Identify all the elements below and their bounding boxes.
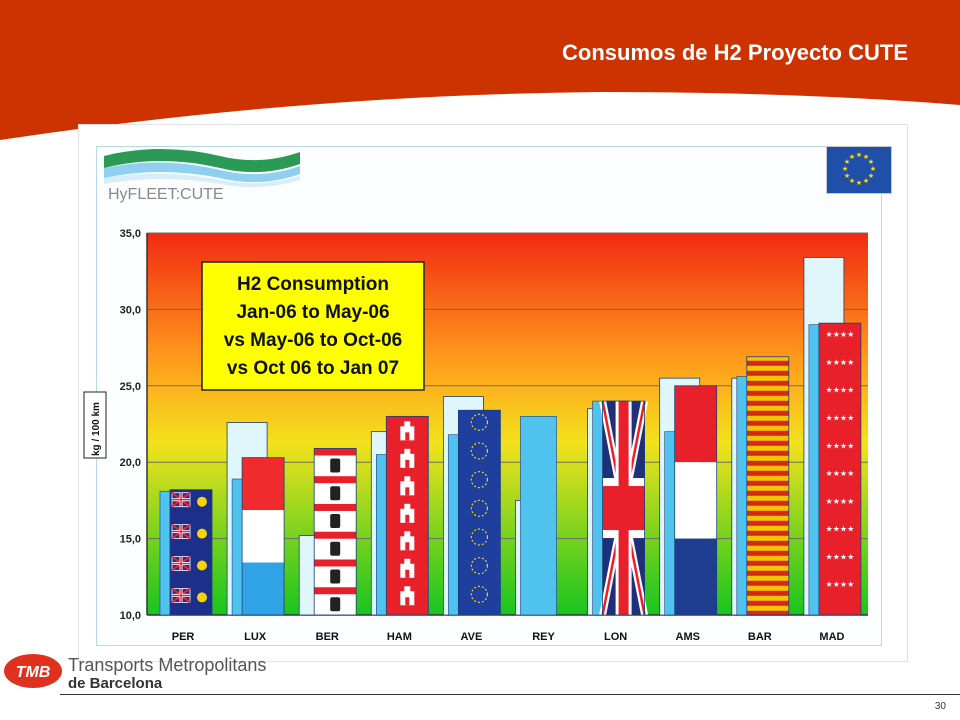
svg-text:★★★★: ★★★★ bbox=[826, 497, 855, 506]
svg-text:★★★★: ★★★★ bbox=[826, 552, 855, 561]
x-tick-label: AMS bbox=[676, 631, 700, 643]
bar-rey-s2 bbox=[520, 416, 557, 616]
svg-text:★★★★: ★★★★ bbox=[826, 580, 855, 589]
svg-text:★★★★: ★★★★ bbox=[826, 441, 855, 450]
svg-text:★: ★ bbox=[868, 172, 874, 180]
legend-line: Jan-06 to May-06 bbox=[236, 302, 389, 323]
y-tick-label: 15,0 bbox=[120, 534, 141, 546]
bar-per-s3 bbox=[169, 489, 213, 616]
svg-text:kg / 100 km: kg / 100 km bbox=[91, 402, 102, 456]
slide-title: Consumos de H2 Proyecto CUTE bbox=[562, 40, 908, 65]
svg-text:★: ★ bbox=[856, 179, 862, 187]
y-axis-label: kg / 100 km bbox=[83, 391, 107, 459]
svg-text:★★★★: ★★★★ bbox=[826, 358, 855, 367]
svg-text:★: ★ bbox=[856, 151, 862, 159]
bar-ber-s3 bbox=[313, 448, 357, 616]
bar-lux-s3 bbox=[241, 457, 285, 616]
y-tick-label: 20,0 bbox=[120, 457, 141, 469]
tmb-logo-text: TMB bbox=[16, 664, 51, 681]
legend-line: vs Oct 06 to Jan 07 bbox=[227, 358, 399, 379]
company-name-line2: de Barcelona bbox=[68, 675, 163, 692]
svg-text:★: ★ bbox=[844, 158, 850, 166]
bar-ham-s3 bbox=[385, 415, 429, 616]
svg-text:★: ★ bbox=[868, 158, 874, 166]
x-tick-label: PER bbox=[172, 631, 195, 643]
svg-text:★★★★: ★★★★ bbox=[826, 525, 855, 534]
legend-line: vs May-06 to Oct-06 bbox=[224, 330, 402, 351]
svg-text:★: ★ bbox=[844, 172, 850, 180]
svg-text:★★★★: ★★★★ bbox=[826, 414, 855, 423]
bar-chart: ★★★★★★★★★★★★★★★★★★★★★★★★★★★★★★★★★★★★★★★★… bbox=[83, 228, 868, 643]
svg-text:★: ★ bbox=[863, 177, 869, 185]
hyfleet-logo-text: HyFLEET:CUTE bbox=[108, 186, 224, 203]
hyfleet-logo bbox=[104, 149, 300, 188]
bar-ave-s3 bbox=[457, 409, 501, 616]
svg-text:★: ★ bbox=[849, 153, 855, 161]
x-tick-label: BAR bbox=[748, 631, 772, 643]
svg-text:★: ★ bbox=[870, 165, 876, 173]
svg-text:★★★★: ★★★★ bbox=[826, 469, 855, 478]
x-tick-label: AVE bbox=[461, 631, 483, 643]
legend-line: H2 Consumption bbox=[237, 274, 389, 295]
y-tick-label: 10,0 bbox=[120, 610, 141, 622]
bar-mad-s3: ★★★★ ★★★★ ★★★★ ★★★★ ★★★★ ★★★★ ★★★★ ★★★★ ★★★★ ★★★★ bbox=[818, 322, 862, 616]
y-tick-label: 35,0 bbox=[120, 228, 141, 240]
page-number: 30 bbox=[934, 701, 946, 712]
legend-box: H2 Consumption Jan-06 to May-06 vs May-06 … bbox=[201, 261, 425, 391]
y-tick-label: 25,0 bbox=[120, 381, 141, 393]
footer-divider bbox=[60, 694, 960, 695]
svg-text:★★★★: ★★★★ bbox=[826, 386, 855, 395]
x-tick-label: HAM bbox=[387, 631, 412, 643]
x-tick-label: BER bbox=[316, 631, 339, 643]
tmb-logo: TMB bbox=[4, 654, 62, 688]
bar-lon-s3 bbox=[599, 400, 649, 616]
bar-ams-s3 bbox=[674, 385, 718, 616]
bar-bar-s3 bbox=[746, 356, 790, 616]
eu-flag-icon: ★ ★★★ ★★★★ ★★★★ bbox=[826, 146, 892, 194]
x-tick-label: REY bbox=[532, 631, 555, 643]
y-tick-label: 30,0 bbox=[120, 304, 141, 316]
svg-text:★: ★ bbox=[842, 165, 848, 173]
header-band bbox=[0, 0, 960, 140]
svg-text:★: ★ bbox=[849, 177, 855, 185]
svg-text:★★★★: ★★★★ bbox=[826, 330, 855, 339]
svg-text:★: ★ bbox=[863, 153, 869, 161]
x-tick-label: LON bbox=[604, 631, 627, 643]
company-name-line1: Transports Metropolitans bbox=[68, 655, 267, 675]
x-tick-label: MAD bbox=[819, 631, 844, 643]
x-tick-label: LUX bbox=[244, 631, 267, 643]
